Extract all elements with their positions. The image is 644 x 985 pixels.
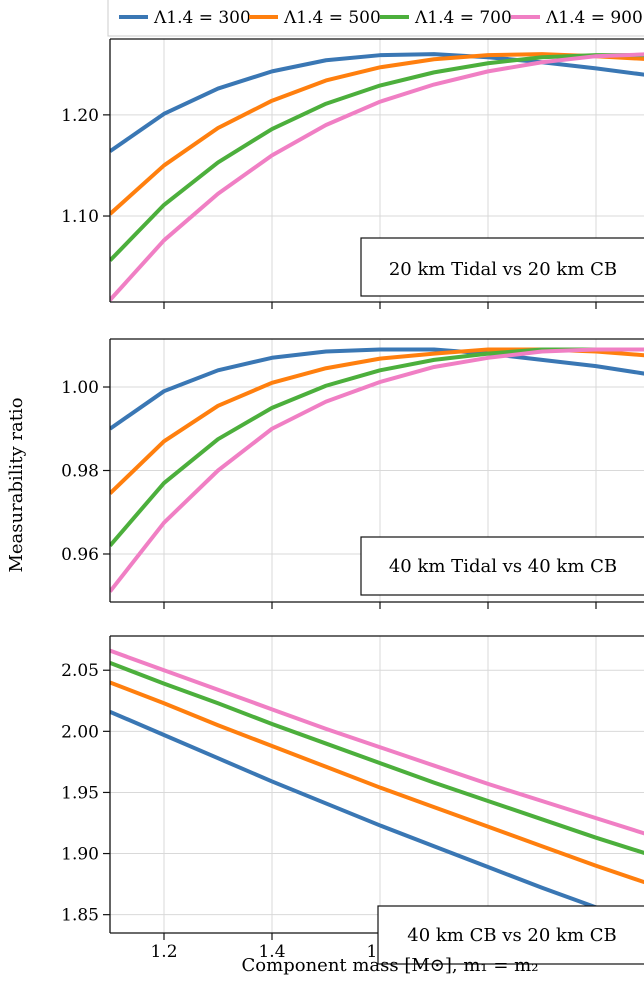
panel-2-series-4 xyxy=(110,347,644,593)
panel-3-annotation-box xyxy=(377,905,644,965)
panel-2-annotation-box xyxy=(360,536,644,596)
panel-2: 0.96 0.98 1.00 40 km Tidal vs 40 km CB xyxy=(61,338,644,609)
panel-2-ytick-label-3: 1.00 xyxy=(61,378,99,398)
legend-label-3: Λ1.4 = 700 xyxy=(414,8,512,28)
legend-label-2: Λ1.4 = 500 xyxy=(283,8,381,28)
panel-2-ytick-label-1: 0.96 xyxy=(61,545,99,565)
legend-entry-1: Λ1.4 = 300 xyxy=(119,8,251,28)
panel-3-ytick-label-3: 1.95 xyxy=(61,783,99,803)
y-axis-label: Measurability ratio xyxy=(6,397,27,572)
panel-3-ytick-label-2: 1.90 xyxy=(61,845,99,865)
panel-3-series-1 xyxy=(110,709,644,927)
panel-3-series-2 xyxy=(110,680,644,885)
legend-entry-4: Λ1.4 = 900 xyxy=(511,8,643,28)
panel-3-series-3 xyxy=(110,661,644,855)
panel-1-xticks xyxy=(163,302,597,309)
panel-2-annotation: 40 km Tidal vs 40 km CB xyxy=(389,556,617,577)
panel-1-series-4 xyxy=(110,52,644,302)
x-tick-label-2: 1.4 xyxy=(258,942,285,962)
panel-1: 1.10 1.20 20 km Tidal vs 20 km CB xyxy=(61,38,644,309)
panel-2-series-1 xyxy=(110,347,644,431)
panel-2-series-3 xyxy=(110,347,644,547)
panel-3-ytick-label-1: 1.85 xyxy=(61,906,99,926)
panel-3-ytick-label-4: 2.00 xyxy=(61,722,99,742)
panel-1-ytick-label-1: 1.10 xyxy=(61,207,99,227)
panel-3-yticks: 1.85 1.90 1.95 2.00 2.05 xyxy=(61,661,110,926)
panel-3-lines xyxy=(110,648,644,927)
panel-1-series-3 xyxy=(110,53,644,262)
legend: Λ1.4 = 300 Λ1.4 = 500 Λ1.4 = 700 Λ1.4 = … xyxy=(107,0,644,37)
legend-frame xyxy=(107,0,644,37)
legend-entry-2: Λ1.4 = 500 xyxy=(249,8,381,28)
panel-1-lines xyxy=(110,52,644,302)
panel-3-ytick-label-5: 2.05 xyxy=(61,661,99,681)
x-axis-label: Component mass [M⊙], m₁ = m₂ xyxy=(242,955,539,976)
x-tick-label-1: 1.2 xyxy=(150,942,177,962)
panel-1-annotation: 20 km Tidal vs 20 km CB xyxy=(389,259,617,280)
panel-2-ytick-label-2: 0.98 xyxy=(61,462,99,482)
panel-3-series-4 xyxy=(110,648,644,836)
legend-label-1: Λ1.4 = 300 xyxy=(153,8,251,28)
panel-2-lines xyxy=(110,347,644,593)
panel-2-yticks: 0.96 0.98 1.00 xyxy=(61,378,110,565)
panel-2-xticks xyxy=(163,602,597,609)
panel-1-series-2 xyxy=(110,52,644,216)
panel-3: 1.851.901.952.002.05 1.21.41.61.82.0 40 … xyxy=(61,635,644,965)
panel-3-annotation: 40 km CB vs 20 km CB xyxy=(407,925,617,946)
panel-1-annotation-box xyxy=(360,237,644,297)
legend-entry-3: Λ1.4 = 700 xyxy=(380,8,512,28)
panel-1-yticks: 1.10 1.20 xyxy=(61,106,110,227)
panel-1-ytick-label-2: 1.20 xyxy=(61,106,99,126)
panel-1-series-1 xyxy=(110,52,644,153)
legend-label-4: Λ1.4 = 900 xyxy=(545,8,643,28)
